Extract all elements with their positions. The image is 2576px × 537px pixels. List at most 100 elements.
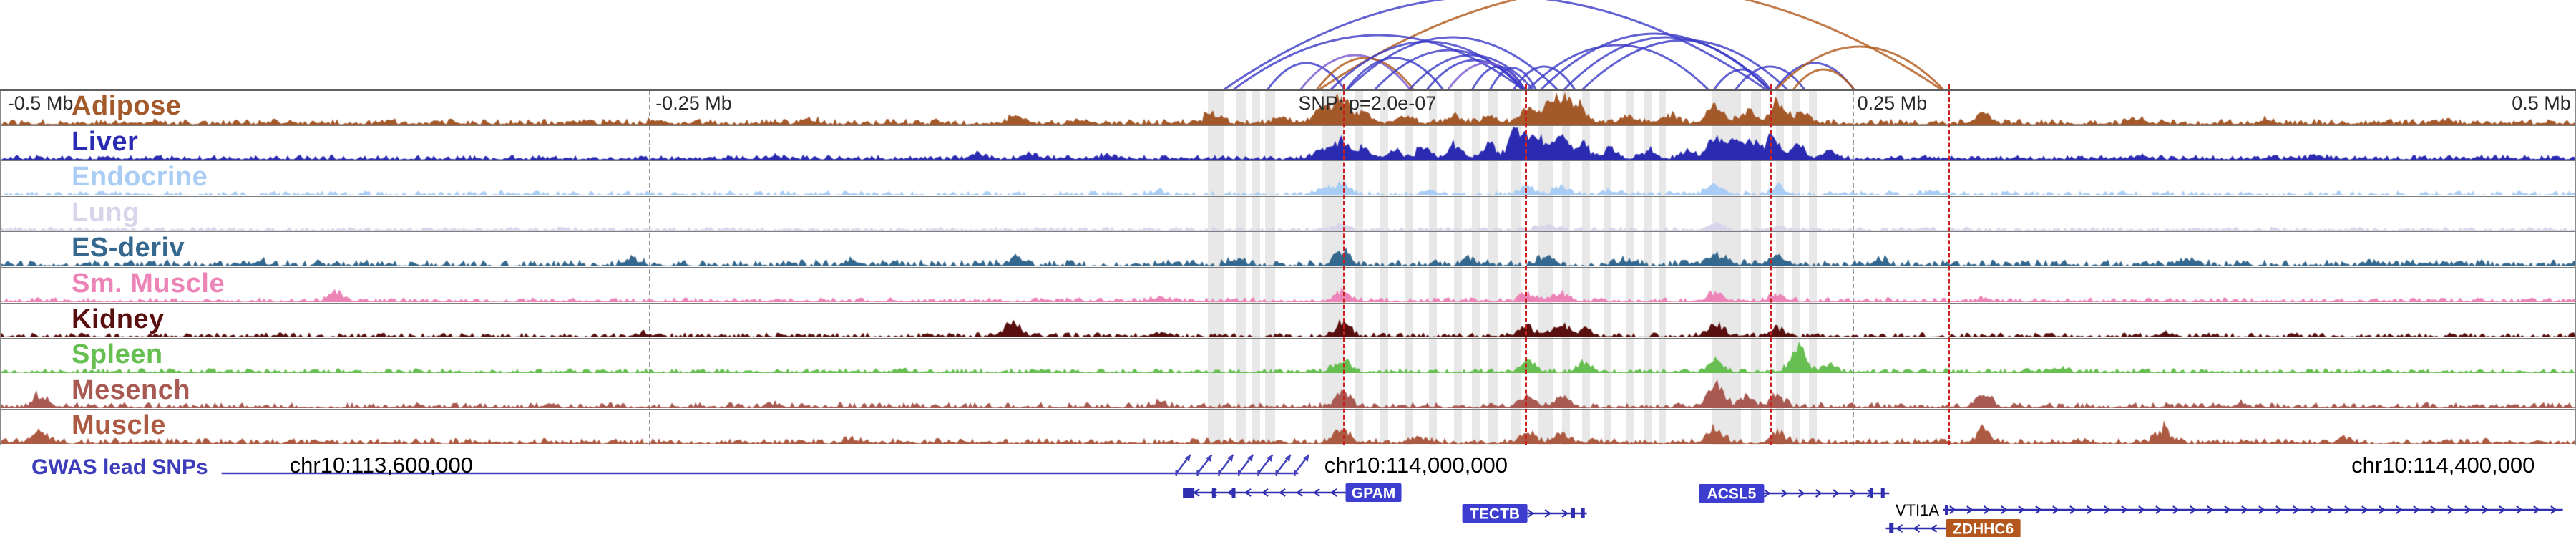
ruler-label-plus-0-5mb: 0.5 Mb	[2512, 92, 2571, 114]
snp-marker-line	[1343, 84, 1346, 445]
interaction-arc	[1230, 34, 1527, 91]
gene-strand-arrow	[2293, 505, 2300, 514]
highlight-band	[1626, 90, 1634, 445]
interaction-arc	[1470, 65, 1527, 91]
interaction-arc	[1488, 67, 1538, 91]
track-row-muscle: Muscle	[0, 410, 2576, 445]
track-label-sm-muscle: Sm. Muscle	[72, 268, 225, 299]
gene-tectb: TECTB	[1462, 504, 1587, 523]
interaction-arc	[1298, 54, 1413, 91]
ruler-gridline-dashed	[649, 90, 651, 445]
gene-strand-arrow	[2069, 505, 2077, 514]
track-area-left-border	[0, 90, 1, 445]
gene-strand-arrow	[2104, 505, 2111, 514]
interaction-arc	[1525, 44, 1712, 91]
gene-label: ZDHHC6	[1953, 521, 2014, 537]
interaction-arc	[1344, 57, 1445, 91]
gene-strand-arrow	[1833, 489, 1840, 498]
signal-track-endocrine[interactable]	[0, 161, 2576, 195]
gene-exon	[1581, 508, 1585, 518]
gene-strand-arrow	[2190, 505, 2197, 514]
signal-track-muscle[interactable]	[0, 410, 2576, 444]
signal-track-sm-muscle[interactable]	[0, 268, 2576, 302]
gene-label: ACSL5	[1707, 486, 1756, 503]
signal-track-mesench[interactable]	[0, 374, 2576, 409]
gene-strand-arrow	[1896, 524, 1903, 533]
ruler-gridline-dashed	[1853, 90, 1855, 445]
gene-label-box[interactable]	[1946, 519, 2021, 537]
gene-annotation-layer: GPAM TECTB ACSL5 VTI1A ZDHHC6	[221, 454, 2563, 537]
gene-strand-arrow	[2550, 505, 2557, 514]
gene-label-box[interactable]	[1462, 504, 1528, 523]
track-row-endocrine: Endocrine	[0, 161, 2576, 197]
track-label-mesench: Mesench	[72, 374, 191, 405]
gene-strand-arrow	[2207, 505, 2214, 514]
interaction-arc	[1314, 57, 1416, 91]
gene-strand-arrow	[2035, 505, 2042, 514]
gene-strand-arrow	[1781, 489, 1788, 498]
coordinate-label: chr10:114,000,000	[1324, 453, 1508, 478]
track-row-mesench: Mesench	[0, 374, 2576, 410]
gene-strand-arrow	[2516, 505, 2523, 514]
gene-strand-arrow	[1544, 509, 1552, 518]
gene-strand-arrow	[2430, 505, 2437, 514]
interaction-arc	[1561, 36, 1772, 91]
gene-strand-arrow	[1244, 488, 1252, 497]
gene-strand-arrow	[2001, 505, 2008, 514]
coordinate-label: chr10:113,600,000	[289, 453, 473, 478]
track-label-endocrine: Endocrine	[72, 162, 208, 193]
highlight-band	[1380, 90, 1388, 445]
gene-label-box[interactable]	[1699, 484, 1765, 503]
track-label-liver: Liver	[72, 126, 139, 157]
highlight-band	[1603, 90, 1611, 445]
signal-track-liver[interactable]	[0, 126, 2576, 160]
gene-strand-arrow	[1527, 509, 1535, 518]
gwas-snp-arrowhead	[1205, 455, 1212, 462]
gene-strand-arrow	[1764, 489, 1771, 498]
gene-label-box[interactable]	[1345, 483, 1402, 502]
gene-strand-arrow	[1279, 488, 1286, 497]
track-label-adipose: Adipose	[72, 91, 182, 121]
gene-exon	[1880, 488, 1885, 498]
gene-strand-arrow	[1984, 505, 1991, 514]
interaction-arc	[1791, 68, 1857, 91]
gene-strand-arrow	[2121, 505, 2128, 514]
signal-track-adipose[interactable]	[0, 90, 2576, 125]
highlight-band	[1581, 90, 1590, 445]
gene-strand-arrow	[2413, 505, 2420, 514]
snp-pvalue-label: SNP: p=2.0e-07	[1298, 92, 1437, 114]
track-label-es-deriv: ES-deriv	[72, 233, 185, 263]
track-label-kidney: Kidney	[72, 304, 165, 334]
gene-exon	[1869, 488, 1873, 498]
signal-track-kidney[interactable]	[0, 304, 2576, 338]
gwas-snp-arrowhead	[1266, 455, 1273, 462]
gwas-snp-arrowhead	[1302, 455, 1309, 462]
interaction-arc	[1511, 65, 1577, 91]
interaction-arc	[1773, 45, 1946, 91]
track-label-spleen: Spleen	[72, 339, 163, 370]
highlight-band	[1775, 90, 1784, 445]
track-label-muscle: Muscle	[72, 410, 166, 441]
gene-strand-arrow	[2499, 505, 2506, 514]
gene-strand-arrow	[2155, 505, 2162, 514]
ruler-label-plus-0-25mb: 0.25 Mb	[1857, 92, 1928, 114]
gene-strand-arrow	[2052, 505, 2059, 514]
highlight-band	[1644, 90, 1652, 445]
gene-strand-arrow	[2018, 505, 2025, 514]
signal-track-es-deriv[interactable]	[0, 232, 2576, 266]
gene-gpam: GPAM	[1183, 483, 1402, 502]
signal-track-lung[interactable]	[0, 197, 2576, 231]
gene-strand-arrow	[2224, 505, 2231, 514]
snp-marker-line	[1947, 84, 1950, 445]
highlight-band	[1792, 90, 1800, 445]
coordinate-label: chr10:114,400,000	[2351, 453, 2535, 478]
signal-track-spleen[interactable]	[0, 339, 2576, 373]
snp-marker-line	[1770, 84, 1772, 445]
interaction-arc	[1406, 54, 1536, 91]
interaction-arc	[1345, 36, 1561, 91]
track-row-kidney: Kidney	[0, 304, 2576, 339]
gene-strand-arrow	[2533, 505, 2540, 514]
track-row-spleen: Spleen	[0, 339, 2576, 374]
gene-strand-arrow	[1313, 488, 1320, 497]
highlight-band	[1808, 90, 1817, 445]
